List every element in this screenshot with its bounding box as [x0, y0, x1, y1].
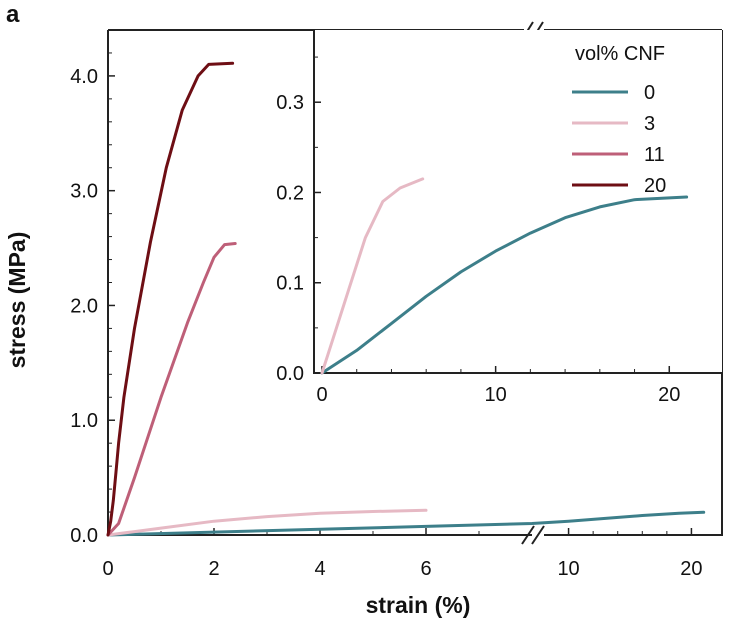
main-y-tick-label: 4.0 [70, 66, 98, 88]
main-x-tick-label: 4 [314, 558, 325, 580]
legend-label-20: 20 [644, 175, 666, 197]
main-y-tick-label: 1.0 [70, 410, 98, 432]
main-x-tick-label: 0 [102, 558, 113, 580]
inset-x-tick-label: 10 [485, 384, 507, 406]
series-line-20-vol [106, 61, 235, 537]
legend-label-3: 3 [644, 113, 655, 135]
axis-break-mark-bottom [531, 525, 545, 545]
inset-series-line-3-vol [320, 177, 425, 375]
series-line-0-vol [106, 510, 706, 537]
main-x-tick-label: 6 [420, 558, 431, 580]
panel-label: a [6, 1, 20, 28]
inset-x-tick-label: 0 [316, 384, 327, 406]
inset-y-tick-label: 0.1 [276, 273, 304, 295]
inset-y-tick-label: 0.0 [276, 363, 304, 385]
main-x-tick-label: 10 [557, 558, 579, 580]
legend: vol% CNF 0 3 11 20 [572, 43, 666, 197]
y-axis-title: stress (MPa) [4, 232, 30, 369]
x-axis-title: strain (%) [366, 592, 471, 618]
legend-title: vol% CNF [575, 43, 665, 65]
inset-y-tick-label: 0.3 [276, 92, 304, 114]
series-line-11-vol [106, 242, 237, 537]
main-y-tick-label: 0.0 [70, 525, 98, 547]
main-y-tick-label: 2.0 [70, 295, 98, 317]
inset-x-tick-label: 20 [658, 384, 680, 406]
main-plot: 0.0 1.0 2.0 3.0 4.0 0 2 4 6 10 20 [70, 21, 723, 580]
inset-plot: 0.0 0.1 0.2 0.3 0 10 20 [276, 30, 722, 406]
legend-label-0: 0 [644, 82, 655, 104]
main-y-tick-label: 3.0 [70, 181, 98, 203]
axis-break-mark-bottom [521, 525, 535, 545]
main-x-tick-label: 20 [680, 558, 702, 580]
inset-background [314, 30, 722, 373]
inset-y-tick-label: 0.2 [276, 182, 304, 204]
inset-series-line-0-vol [320, 195, 689, 375]
legend-label-11: 11 [644, 144, 665, 166]
main-x-tick-label: 2 [208, 558, 219, 580]
series-line-3-vol [106, 508, 428, 537]
